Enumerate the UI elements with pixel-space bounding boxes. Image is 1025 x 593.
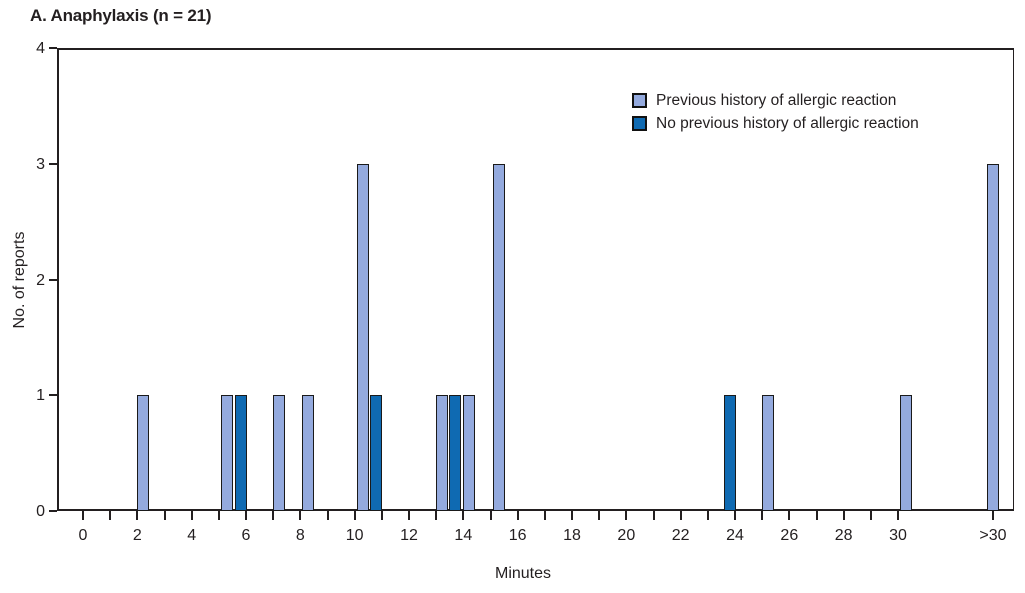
x-tick bbox=[272, 511, 275, 520]
y-tick-label: 0 bbox=[36, 503, 45, 520]
x-tick-label: 0 bbox=[78, 527, 88, 544]
y-tick bbox=[49, 47, 57, 49]
x-tick bbox=[82, 511, 84, 520]
chart-title: A. Anaphylaxis (n = 21) bbox=[30, 6, 212, 25]
report-bar-previous-history bbox=[900, 395, 913, 511]
x-tick-label: 22 bbox=[671, 527, 690, 544]
x-tick bbox=[163, 511, 166, 520]
x-tick bbox=[842, 511, 845, 520]
x-tick bbox=[109, 511, 112, 520]
report-bar-previous-history bbox=[272, 395, 285, 511]
report-bar-no-previous-history bbox=[449, 395, 462, 511]
x-tick bbox=[897, 511, 899, 520]
x-tick bbox=[598, 511, 601, 520]
x-tick-label: 30 bbox=[889, 527, 907, 544]
x-tick bbox=[571, 511, 573, 520]
report-bar-previous-history bbox=[302, 395, 315, 511]
x-tick bbox=[190, 511, 193, 520]
y-tick bbox=[49, 394, 57, 397]
x-tick bbox=[652, 511, 655, 520]
x-tick-label: 6 bbox=[241, 527, 251, 544]
x-axis-label: Minutes bbox=[494, 565, 552, 582]
x-tick bbox=[516, 511, 519, 520]
x-tick bbox=[299, 511, 302, 520]
legend-swatch-no-previous-history bbox=[632, 116, 647, 131]
y-tick-label: 3 bbox=[36, 155, 45, 173]
report-bar-no-previous-history bbox=[723, 395, 736, 511]
legend-swatch-previous-history bbox=[632, 93, 647, 108]
report-bar-previous-history bbox=[220, 395, 233, 511]
report-bar-previous-history bbox=[356, 163, 369, 511]
y-tick-label: 1 bbox=[36, 387, 45, 405]
report-bar-no-previous-history bbox=[234, 395, 247, 511]
x-tick-label: 20 bbox=[617, 527, 636, 544]
report-bar-previous-history bbox=[435, 395, 448, 511]
y-tick bbox=[49, 278, 57, 281]
y-tick bbox=[49, 510, 57, 512]
x-tick bbox=[353, 511, 356, 520]
legend-item: No previous history of allergic reaction bbox=[632, 115, 919, 132]
x-tick-label: 16 bbox=[508, 527, 527, 544]
x-tick-label: 14 bbox=[454, 527, 473, 544]
x-tick bbox=[435, 511, 438, 520]
x-tick bbox=[625, 511, 628, 520]
x-tick bbox=[326, 511, 329, 520]
y-tick bbox=[49, 162, 57, 165]
x-tick bbox=[761, 511, 764, 520]
report-bar-previous-history bbox=[462, 395, 475, 511]
x-tick-label: 26 bbox=[780, 527, 799, 544]
x-tick-label: 8 bbox=[295, 527, 305, 544]
plot-area bbox=[57, 48, 1014, 511]
x-tick-label: 28 bbox=[834, 527, 853, 544]
x-tick bbox=[788, 511, 791, 520]
legend-label: No previous history of allergic reaction bbox=[656, 115, 919, 132]
x-tick bbox=[869, 511, 872, 520]
x-tick-label: 12 bbox=[400, 527, 418, 544]
report-bar-previous-history bbox=[136, 395, 149, 511]
legend: Previous history of allergic reaction No … bbox=[632, 92, 919, 138]
x-tick-label: 24 bbox=[726, 527, 744, 544]
report-bar-previous-history bbox=[761, 395, 774, 511]
x-tick bbox=[136, 511, 139, 520]
y-tick-label: 2 bbox=[36, 271, 45, 289]
x-tick bbox=[734, 511, 736, 520]
report-bar-no-previous-history bbox=[370, 395, 383, 511]
x-tick-label: 18 bbox=[563, 527, 581, 544]
legend-item: Previous history of allergic reaction bbox=[632, 92, 919, 109]
x-tick-label: 4 bbox=[187, 527, 197, 544]
x-tick bbox=[217, 511, 220, 520]
report-bar-previous-history bbox=[492, 163, 505, 511]
x-tick-label: 2 bbox=[132, 527, 142, 544]
x-tick bbox=[245, 511, 247, 520]
x-tick bbox=[679, 511, 682, 520]
x-tick-label: 10 bbox=[345, 527, 364, 544]
x-tick bbox=[489, 511, 492, 520]
x-tick bbox=[543, 511, 546, 520]
x-tick bbox=[815, 511, 818, 520]
legend-label: Previous history of allergic reaction bbox=[656, 92, 897, 109]
report-bar-previous-history bbox=[987, 163, 999, 511]
x-tick bbox=[408, 511, 410, 520]
x-tick bbox=[992, 511, 994, 520]
x-tick-label: >30 bbox=[979, 527, 1007, 544]
x-tick bbox=[706, 511, 709, 520]
x-tick bbox=[380, 511, 383, 520]
x-tick bbox=[462, 511, 465, 520]
y-tick-label: 4 bbox=[36, 40, 45, 57]
